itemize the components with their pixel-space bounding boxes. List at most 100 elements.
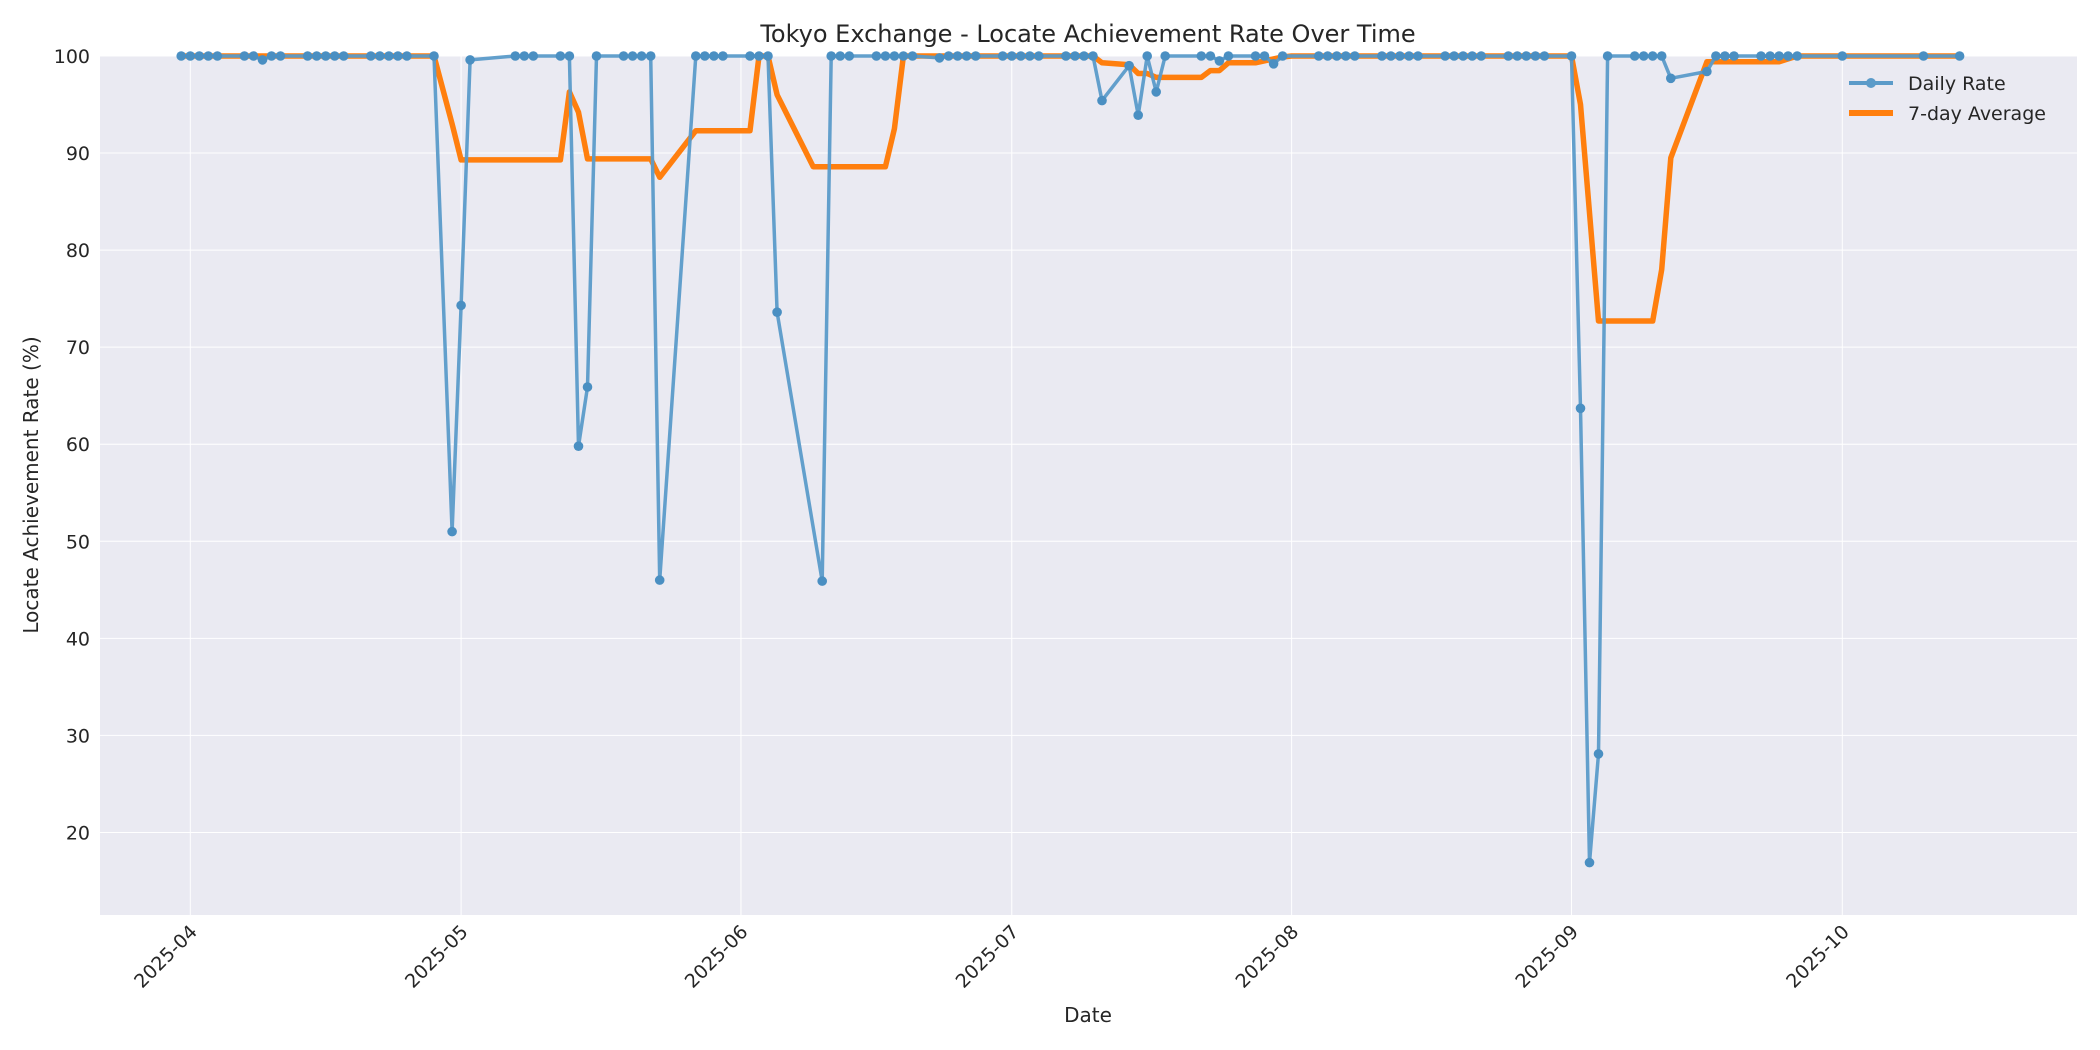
daily-rate-point: [1070, 51, 1080, 61]
x-tick-label: 2025-07: [952, 921, 1024, 993]
daily-rate-point: [763, 51, 773, 61]
daily-rate-point: [645, 51, 656, 61]
daily-rate-point: [1774, 51, 1784, 61]
daily-rate-point: [1025, 51, 1035, 61]
daily-rate-point: [248, 51, 259, 61]
x-tick-label: 2025-09: [1511, 921, 1583, 993]
daily-rate-point: [1223, 51, 1234, 61]
daily-rate-point: [1467, 51, 1477, 61]
daily-rate-point: [1954, 51, 1965, 61]
daily-rate-point: [1837, 51, 1848, 61]
y-tick-label: 40: [66, 628, 90, 650]
daily-rate-point: [266, 51, 277, 61]
daily-rate-point: [465, 55, 475, 65]
daily-rate-point: [1259, 51, 1270, 61]
daily-rate-point: [1575, 403, 1586, 414]
x-axis-label: Date: [1064, 1003, 1112, 1027]
daily-rate-point: [185, 51, 196, 61]
daily-rate-point: [1512, 51, 1523, 61]
daily-rate-point: [1151, 87, 1161, 97]
daily-rate-point: [952, 51, 963, 61]
daily-rate-point: [212, 51, 223, 61]
daily-rate-point: [997, 51, 1008, 61]
daily-rate-point: [1666, 73, 1676, 84]
daily-rate-point: [1322, 51, 1333, 61]
daily-rate-point: [366, 51, 376, 61]
daily-rate-point: [1142, 51, 1152, 61]
daily-rate-point: [772, 307, 782, 318]
daily-rate-point: [1007, 51, 1017, 61]
daily-rate-point: [1756, 51, 1766, 61]
daily-rate-point: [1160, 51, 1170, 61]
daily-rate-point: [176, 51, 186, 61]
daily-rate-point: [709, 51, 719, 61]
daily-rate-point: [835, 51, 845, 61]
daily-rate-point: [519, 51, 530, 61]
legend-average-label: 7-day Average: [1908, 103, 2046, 125]
daily-rate-point: [934, 53, 945, 63]
daily-rate-point: [1458, 51, 1468, 61]
daily-rate-point: [1350, 51, 1360, 61]
daily-rate-point: [1386, 51, 1396, 61]
daily-rate-point: [1277, 51, 1288, 61]
y-axis-label: Locate Achievement Rate (%): [19, 336, 43, 633]
daily-rate-point: [1530, 51, 1541, 61]
daily-rate-point: [1783, 51, 1793, 61]
x-tick-label: 2025-08: [1231, 921, 1303, 993]
daily-rate-point: [618, 51, 629, 61]
daily-rate-point: [447, 526, 457, 537]
daily-rate-point: [880, 51, 891, 61]
daily-rate-point: [555, 51, 566, 61]
daily-rate-point: [320, 51, 331, 61]
daily-rate-point: [1214, 56, 1225, 66]
daily-rate-point: [718, 51, 728, 61]
daily-rate-point: [329, 51, 340, 61]
y-tick-label: 100: [54, 46, 90, 68]
daily-rate-point: [573, 441, 584, 452]
daily-rate-point: [1061, 51, 1071, 61]
daily-rate-point: [844, 51, 855, 61]
daily-rate-point: [1124, 60, 1134, 71]
daily-rate-point: [627, 51, 638, 61]
daily-rate-point: [1566, 51, 1577, 61]
daily-rate-point: [1729, 51, 1739, 61]
daily-rate-point: [375, 51, 385, 61]
daily-rate-point: [1034, 51, 1044, 61]
daily-rate-point: [1404, 51, 1414, 61]
daily-rate-point: [871, 51, 882, 61]
daily-rate-point: [257, 55, 268, 65]
daily-rate-point: [1656, 51, 1667, 61]
daily-rate-point: [1647, 51, 1658, 61]
y-tick-label: 30: [66, 725, 90, 747]
daily-rate-point: [528, 51, 539, 61]
daily-rate-point: [1440, 51, 1450, 61]
plot-background: [100, 56, 2077, 915]
daily-rate-point: [384, 51, 394, 61]
daily-rate-point: [591, 51, 602, 61]
daily-rate-point: [1196, 51, 1207, 61]
daily-rate-point: [1503, 51, 1514, 61]
x-tick-label: 2025-05: [401, 921, 473, 993]
daily-rate-point: [1702, 66, 1712, 77]
daily-rate-point: [817, 576, 827, 586]
daily-rate-point: [1638, 51, 1649, 61]
daily-rate-point: [700, 51, 710, 61]
daily-rate-point: [745, 51, 755, 61]
legend-daily-label: Daily Rate: [1908, 73, 2006, 95]
y-tick-label: 90: [66, 143, 90, 165]
daily-rate-point: [1332, 51, 1342, 61]
daily-rate-point: [898, 51, 909, 61]
daily-rate-point: [1341, 51, 1351, 61]
daily-rate-point: [1720, 51, 1730, 61]
daily-rate-point: [393, 51, 403, 61]
daily-rate-point: [1313, 51, 1324, 61]
daily-rate-point: [1268, 59, 1279, 69]
legend-daily-marker: [1866, 78, 1876, 88]
daily-rate-point: [1521, 51, 1532, 61]
daily-rate-point: [691, 51, 701, 61]
daily-series: [176, 51, 1965, 868]
daily-rate-point: [1395, 51, 1405, 61]
daily-rate-point: [402, 51, 412, 61]
y-tick-label: 20: [66, 822, 90, 844]
